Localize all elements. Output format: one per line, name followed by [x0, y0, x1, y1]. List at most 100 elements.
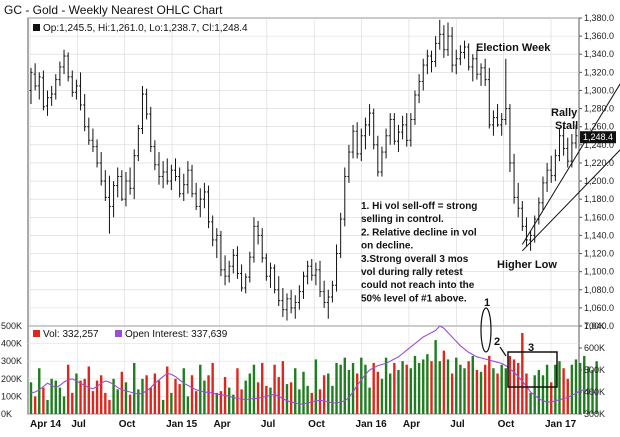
ohlc-bar	[74, 79, 78, 100]
price-tick-label: 1,280.0	[584, 104, 614, 114]
volume-bar	[46, 399, 49, 414]
ohlc-bar	[520, 200, 524, 231]
ohlc-bar	[322, 280, 326, 308]
ohlc-bar	[302, 271, 305, 299]
volume-bar	[120, 371, 124, 414]
ohlc-bar	[161, 161, 165, 189]
oi-tick-label: 700K	[584, 321, 605, 331]
volume-bar	[203, 380, 206, 414]
volume-bar	[137, 389, 140, 414]
volume-bar	[508, 355, 512, 414]
volume-bar	[38, 368, 41, 414]
ohlc-bar	[487, 67, 491, 129]
volume-bar	[42, 387, 45, 414]
volume-bar	[364, 364, 367, 414]
ohlc-bar	[500, 113, 504, 136]
ohlc-bar	[29, 67, 33, 105]
x-tick-label: Oct	[119, 419, 136, 430]
trend-channel-line	[521, 149, 620, 252]
ohlc-bar	[227, 260, 231, 283]
volume-tick-label: 0K	[1, 409, 12, 419]
ohlc-bar	[421, 58, 425, 91]
ohlc-bar	[235, 246, 239, 279]
annotation-vol-commentary-line: could not reach into the	[361, 280, 475, 291]
volume-bar	[450, 373, 454, 414]
price-tick-label: 1,380.0	[584, 13, 614, 23]
annotation-vol-commentary: 1. Hi vol sell-off = strong selling in co…	[361, 201, 477, 304]
volume-bar	[79, 380, 82, 414]
x-tick-label: Jul	[450, 419, 465, 430]
x-tick-label: Jul	[261, 419, 276, 430]
ohlc-bar	[491, 110, 495, 136]
ohlc-bar	[128, 167, 132, 195]
ohlc-bar	[136, 124, 140, 162]
price-panel: 1,040.0 1,060.0 1,080.0 1,100.0 1,120.0 1,140…	[27, 13, 620, 331]
volume-bar	[277, 377, 280, 414]
volume-bar	[327, 373, 330, 414]
ohlc-bar	[434, 36, 438, 67]
ohlc-bar	[541, 176, 545, 211]
volume-bar	[227, 387, 231, 414]
volume-bar	[405, 364, 408, 414]
ohlc-bar	[310, 258, 314, 281]
ohlc-bar	[268, 262, 272, 288]
volume-bar	[269, 387, 272, 414]
ohlc-bar	[475, 49, 479, 80]
volume-bar	[376, 371, 380, 414]
ohlc-bar	[132, 149, 136, 200]
price-tick-label: 1,240.0	[584, 140, 614, 150]
ohlc-bar	[95, 139, 99, 168]
volume-bar	[483, 364, 487, 414]
volume-bar	[273, 364, 276, 414]
volume-bar	[578, 362, 582, 414]
volume-bar	[570, 364, 574, 414]
ohlc-bar	[351, 124, 355, 159]
marker-2-arrow	[499, 346, 507, 357]
ohlc-bar	[429, 50, 433, 73]
ohlc-bar	[174, 158, 178, 182]
ohlc-bar	[553, 149, 557, 182]
ohlc-bar	[392, 113, 396, 145]
volume-bar	[236, 368, 239, 414]
volume-bar	[574, 359, 578, 414]
price-tick-label: 1,340.0	[584, 49, 614, 59]
volume-bar	[215, 392, 218, 414]
ohlc-bar	[405, 113, 409, 147]
volume-bar	[471, 355, 474, 414]
volume-bar	[360, 357, 363, 414]
volume-bar	[496, 373, 499, 414]
volume-bar	[157, 380, 161, 414]
volume-bar	[33, 396, 37, 414]
trend-channel-line	[521, 83, 620, 245]
ohlc-bar	[211, 215, 215, 247]
volume-bar	[207, 375, 210, 414]
volume-bar	[434, 340, 437, 414]
volume-bar	[459, 364, 462, 414]
ohlc-bar	[438, 19, 442, 50]
volume-bar	[182, 368, 185, 414]
volume-bar	[124, 382, 128, 414]
ohlc-bar	[566, 137, 570, 168]
ohlc-bar	[145, 88, 149, 120]
volume-bar	[211, 362, 214, 414]
volume-bar	[409, 368, 413, 414]
ohlc-bar	[479, 63, 483, 86]
volume-bar	[170, 392, 173, 414]
last-close-label: 1,248.4	[583, 132, 613, 142]
annotation-rally-stall-line: Rally	[551, 107, 578, 119]
ohlc-bar	[260, 228, 264, 263]
volume-bar	[149, 387, 152, 414]
x-axis-labels: Apr 14 Jul Oct Jan 15 Apr Jul Oct Jan 16 Apr Jul O…	[30, 419, 577, 430]
ohlc-bar	[330, 280, 334, 303]
volume-tick-label: 300K	[1, 356, 22, 366]
ohlc-bar	[458, 45, 462, 66]
volume-bar	[116, 389, 119, 414]
volume-bar	[240, 389, 243, 414]
volume-tick-label: 500K	[1, 321, 22, 331]
volume-bar	[545, 364, 549, 414]
ohlc-bar	[219, 230, 223, 277]
volume-bar	[83, 378, 86, 414]
ohlc-bar	[335, 244, 339, 292]
marker-3-label: 3	[528, 342, 534, 354]
ohlc-bar	[306, 260, 310, 285]
